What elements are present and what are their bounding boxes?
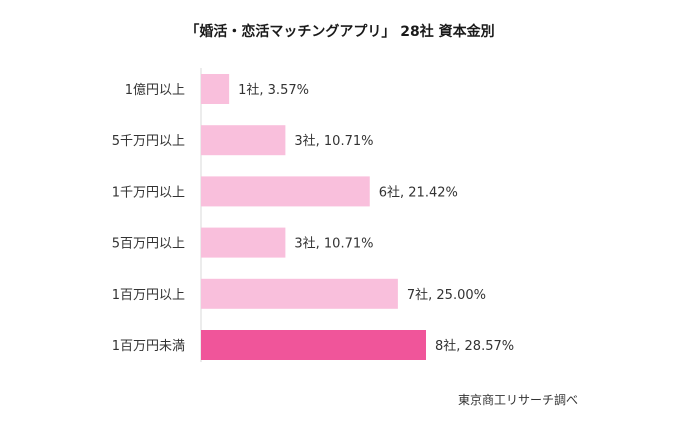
- bar: [201, 74, 230, 104]
- data-label: 1社, 3.57%: [238, 82, 309, 98]
- data-label: 8社, 28.57%: [435, 338, 514, 354]
- category-label: 1千万円以上: [112, 185, 185, 200]
- data-label: 6社, 21.42%: [379, 184, 458, 200]
- bar: [201, 227, 286, 258]
- bar: [201, 176, 370, 207]
- category-label: 5百万円以上: [112, 237, 185, 252]
- category-label: 1百万円未満: [112, 339, 185, 354]
- category-label: 1億円以上: [125, 82, 185, 98]
- data-label: 3社, 10.71%: [294, 236, 373, 252]
- category-label: 1百万円以上: [112, 288, 185, 303]
- bars-group: 1億円以上 1社, 3.57% 5千万円以上 3社, 10.71% 1千万円以上 6社, …: [112, 74, 514, 360]
- source-note: 東京商工リサーチ調べ: [458, 392, 578, 407]
- data-label: 7社, 25.00%: [407, 287, 486, 303]
- category-label: 5千万円以上: [112, 134, 185, 149]
- bar: [201, 330, 426, 360]
- data-label: 3社, 10.71%: [294, 133, 373, 149]
- chart-title: 「婚活・恋活マッチングアプリ」 28社 資本金別: [185, 23, 494, 40]
- bar: [201, 125, 286, 156]
- bar: [201, 278, 398, 309]
